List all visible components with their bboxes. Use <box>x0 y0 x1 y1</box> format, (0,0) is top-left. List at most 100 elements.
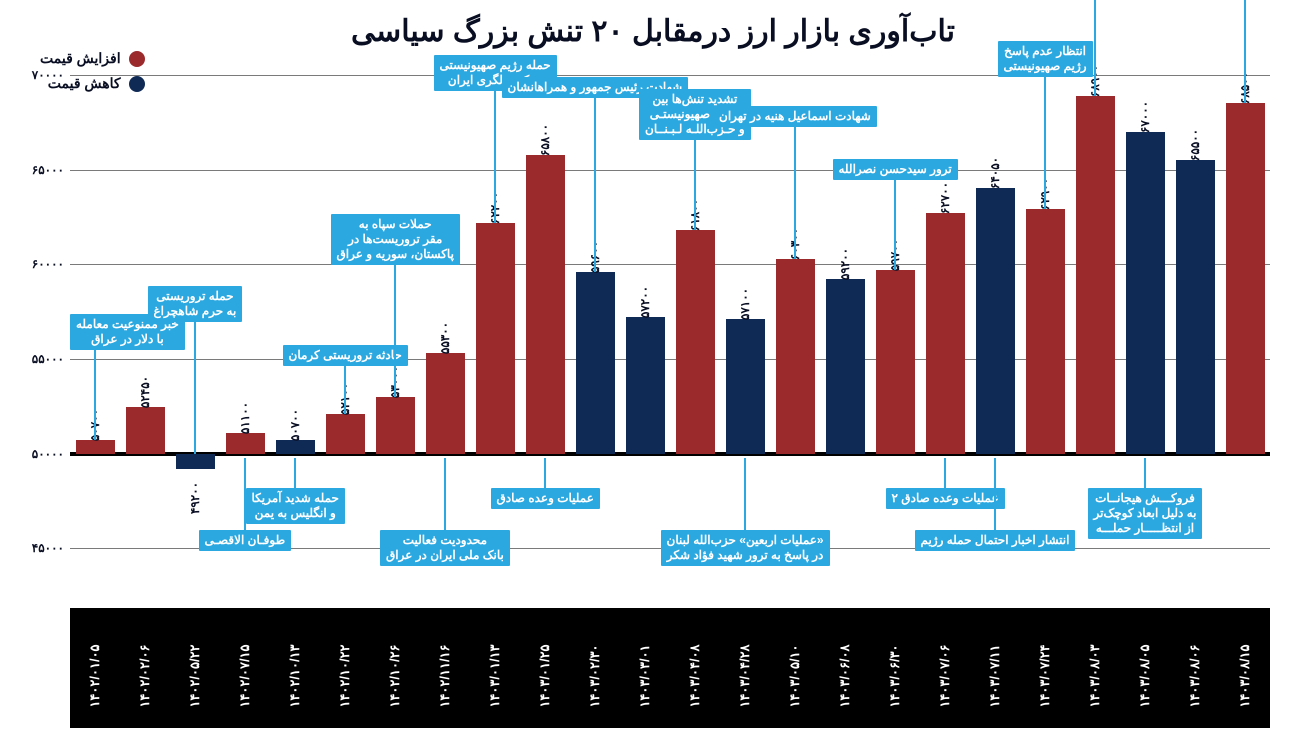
callout-connector <box>794 127 796 259</box>
callout-connector <box>994 458 996 530</box>
bar <box>526 155 565 454</box>
legend-label: افزایش قیمت <box>40 50 121 67</box>
bar <box>326 414 365 454</box>
bar <box>126 407 165 453</box>
bar <box>926 213 965 453</box>
x-tick-label: ۱۴۰۲/۰۵/۲۲ <box>187 644 203 707</box>
callout-connector <box>294 458 296 488</box>
legend-dot <box>129 51 145 67</box>
callout-connector <box>544 458 546 488</box>
x-tick-label: ۱۴۰۲/۰۲/۰۶ <box>137 644 153 707</box>
bar <box>476 223 515 454</box>
callout-connector <box>1244 0 1246 103</box>
x-tick-label: ۱۴۰۳/۰۷/۱۱ <box>987 644 1003 707</box>
bar-value-label: ۶۵۵۰۰ <box>1188 129 1202 161</box>
event-callout: حمله تروریستیبه حرم شاهچراغ <box>148 286 243 322</box>
event-callout: ترور سیدحسن نصرالله <box>833 159 958 180</box>
x-tick-label: ۱۴۰۲/۱۰/۱۳ <box>287 644 303 707</box>
callout-connector <box>494 91 496 223</box>
bar-value-label: ۶۵۸۰۰ <box>538 123 552 155</box>
x-tick-label: ۱۴۰۲/۱۰/۲۲ <box>337 644 353 707</box>
bar <box>776 259 815 454</box>
callout-connector <box>1144 458 1146 488</box>
event-callout: فروکـــش هیجانــاتبه دلیل ابعاد کوچک‌ترا… <box>1088 488 1203 539</box>
bar <box>76 440 115 453</box>
bar <box>276 440 315 453</box>
callout-connector <box>444 458 446 530</box>
bar-value-label: ۵۷۲۰۰ <box>638 286 652 318</box>
callout-connector <box>394 265 396 397</box>
x-tick-label: ۱۴۰۳/۰۷/۰۶ <box>937 644 953 707</box>
x-tick-label: ۱۴۰۳/۰۴/۰۸ <box>687 644 703 707</box>
bar <box>1126 132 1165 454</box>
x-tick-label: ۱۴۰۳/۰۸/۱۵ <box>1237 644 1253 707</box>
x-tick-label: ۱۴۰۲/۱۱/۱۶ <box>437 644 453 707</box>
chart-container: تاب‌آوری بازار ارز درمقابل ۲۰ تنش بزرگ س… <box>0 0 1306 735</box>
legend-item: افزایش قیمت <box>40 50 145 67</box>
x-tick-label: ۱۴۰۳/۰۸/۰۵ <box>1137 644 1153 707</box>
x-tick-label: ۱۴۰۳/۰۳/۰۱ <box>637 644 653 707</box>
x-tick-label: ۱۴۰۳/۰۶/۳۰ <box>887 644 903 707</box>
bar <box>1076 96 1115 454</box>
x-tick-label: ۱۴۰۳/۰۷/۲۴ <box>1037 644 1053 707</box>
y-tick-label: ۵۵۰۰۰ <box>12 352 64 366</box>
x-tick-label: ۱۴۰۳/۰۴/۲۸ <box>737 644 753 707</box>
bar <box>426 353 465 453</box>
callout-connector <box>694 140 696 230</box>
x-tick-label: ۱۴۰۲/۰۱/۰۵ <box>87 644 103 707</box>
bar <box>626 317 665 453</box>
callout-connector <box>744 458 746 530</box>
x-tick-label: ۱۴۰۳/۰۵/۱۰ <box>787 644 803 707</box>
callout-connector <box>1044 77 1046 209</box>
bar <box>826 279 865 453</box>
y-tick-label: ۶۵۰۰۰ <box>12 163 64 177</box>
y-tick-label: ۷۰۰۰۰ <box>12 68 64 82</box>
event-callout: «عملیات اربعین» حزب‌الله لبناندر پاسخ به… <box>661 530 830 566</box>
bar <box>376 397 415 454</box>
bar-value-label: ۵۵۳۰۰ <box>438 322 452 354</box>
bar <box>1176 160 1215 453</box>
callout-connector <box>1094 0 1096 96</box>
bar-value-label: ۴۹۲۰۰ <box>188 482 202 514</box>
callout-connector <box>944 458 946 488</box>
plot-area: ۴۵۰۰۰۵۰۰۰۰۵۵۰۰۰۶۰۰۰۰۶۵۰۰۰۷۰۰۰۰۵۰۷۰۰۵۲۴۵۰… <box>70 75 1270 605</box>
x-axis-labels: ۱۴۰۲/۰۱/۰۵ ۱۴۰۲/۰۲/۰۶ ۱۴۰۲/۰۵/۲۲ ۱۴۰۲/۰۷/۱۵… <box>70 608 1270 728</box>
event-callout: انتظار عدم پاسخرژیم صهیونیستی <box>998 41 1093 77</box>
bar <box>676 230 715 453</box>
event-callout: شهادت اسماعیل هنیه در تهران <box>713 106 877 127</box>
callout-connector <box>344 366 346 414</box>
bar-value-label: ۵۰۷۰۰ <box>288 409 302 441</box>
bar-value-label: ۶۷۰۰۰ <box>1138 101 1152 133</box>
bar-value-label: ۶۲۷۰۰ <box>938 182 952 214</box>
event-callout: طوفـان الاقصـی <box>199 530 292 551</box>
bar-value-label: ۵۷۱۰۰ <box>738 288 752 320</box>
callout-connector <box>94 350 96 440</box>
event-callout: عملیات وعده صادق <box>491 488 600 509</box>
event-callout: حملات سپاه بهمقر تروریست‌ها درپاکستان، س… <box>331 214 460 265</box>
x-tick-label: ۱۴۰۳/۰۲/۳۰ <box>587 644 603 707</box>
chart-title: تاب‌آوری بازار ارز درمقابل ۲۰ تنش بزرگ س… <box>0 14 1306 49</box>
bar <box>576 272 615 454</box>
x-tick-label: ۱۴۰۳/۰۸/۰۶ <box>1187 644 1203 707</box>
x-tick-label: ۱۴۰۲/۰۷/۱۵ <box>237 644 253 707</box>
bar <box>1226 103 1265 453</box>
bar-value-label: ۵۹۲۰۰ <box>838 248 852 280</box>
callout-connector <box>594 98 596 272</box>
y-tick-label: ۵۰۰۰۰ <box>12 447 64 461</box>
bar-value-label: ۵۲۴۵۰ <box>138 376 152 408</box>
x-tick-label: ۱۴۰۳/۰۱/۱۳ <box>487 644 503 707</box>
callout-connector <box>894 180 896 270</box>
bar-value-label: ۶۴۰۵۰ <box>988 157 1002 189</box>
bar <box>176 454 215 469</box>
x-tick-label: ۱۴۰۲/۱۰/۲۶ <box>387 644 403 707</box>
x-tick-label: ۱۴۰۳/۰۸/۰۳ <box>1087 644 1103 707</box>
y-tick-label: ۴۵۰۰۰ <box>12 541 64 555</box>
y-tick-label: ۶۰۰۰۰ <box>12 257 64 271</box>
bar <box>726 319 765 453</box>
x-tick-label: ۱۴۰۳/۰۱/۲۵ <box>537 644 553 707</box>
x-tick-label: ۱۴۰۳/۰۶/۰۸ <box>837 644 853 707</box>
bar <box>876 270 915 454</box>
callout-connector <box>194 322 196 454</box>
bar <box>226 433 265 454</box>
bar <box>976 188 1015 454</box>
